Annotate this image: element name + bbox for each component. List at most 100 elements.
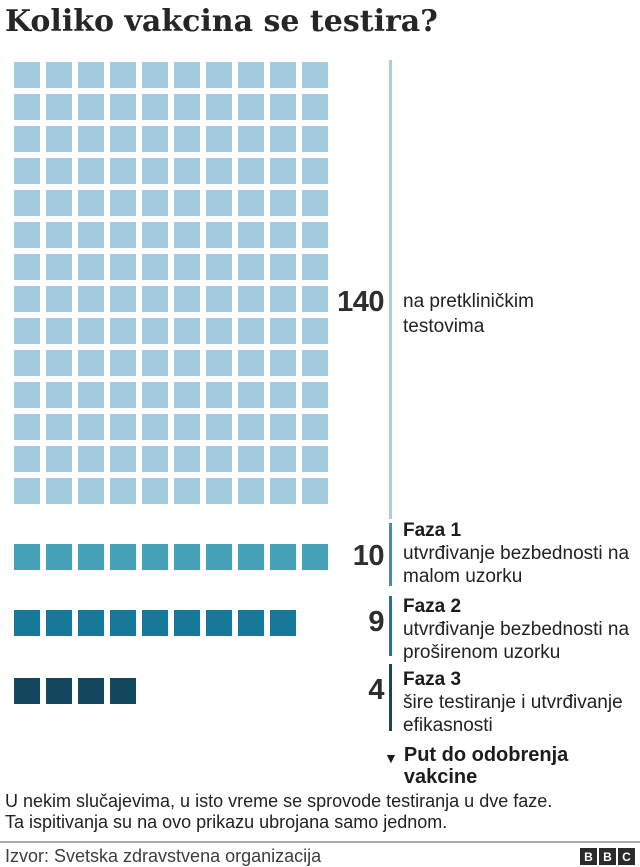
waffle-square: [142, 446, 168, 472]
waffle-square: [14, 678, 40, 704]
waffle-square: [206, 414, 232, 440]
waffle-square: [302, 94, 328, 120]
waffle-square: [78, 414, 104, 440]
approval-path-label: Put do odobrenja vakcine: [403, 744, 569, 788]
waffle-square: [46, 190, 72, 216]
waffle-square: [174, 478, 200, 504]
waffle-square: [270, 254, 296, 280]
waffle-square: [14, 414, 40, 440]
waffle-square: [206, 254, 232, 280]
waffle-square: [14, 126, 40, 152]
waffle-square: [110, 350, 136, 376]
waffle-square: [14, 222, 40, 248]
waffle-square: [46, 318, 72, 344]
waffle-square: [110, 414, 136, 440]
waffle-square: [238, 318, 264, 344]
waffle-square: [78, 382, 104, 408]
waffle-square: [174, 126, 200, 152]
waffle-square: [238, 610, 264, 636]
waffle-square: [110, 382, 136, 408]
waffle-square: [142, 610, 168, 636]
phase-2-name: Faza 2: [403, 596, 462, 617]
count-preclinical: 140: [337, 286, 384, 318]
bracket-line-preclinical: [389, 60, 392, 519]
waffle-square: [206, 478, 232, 504]
waffle-square: [302, 350, 328, 376]
waffle-square: [46, 158, 72, 184]
waffle-square: [238, 126, 264, 152]
waffle-square: [302, 286, 328, 312]
waffle-square: [302, 126, 328, 152]
waffle-square: [174, 446, 200, 472]
waffle-square: [206, 382, 232, 408]
waffle-square: [270, 190, 296, 216]
waffle-square: [238, 62, 264, 88]
waffle-square: [302, 254, 328, 280]
waffle-square: [270, 286, 296, 312]
waffle-square: [110, 158, 136, 184]
waffle-square: [142, 190, 168, 216]
waffle-square: [142, 254, 168, 280]
label-phase-2: Faza 2 utvrđivanje bezbednosti na prošir…: [403, 595, 635, 664]
waffle-square: [142, 318, 168, 344]
waffle-row-phase-3: [14, 678, 328, 704]
waffle-square: [174, 286, 200, 312]
waffle-square: [78, 222, 104, 248]
waffle-square: [110, 478, 136, 504]
waffle-square: [110, 94, 136, 120]
waffle-square: [110, 318, 136, 344]
waffle-square: [46, 62, 72, 88]
waffle-square: [142, 544, 168, 570]
waffle-square: [78, 350, 104, 376]
waffle-square: [14, 158, 40, 184]
waffle-square: [46, 350, 72, 376]
waffle-square: [110, 286, 136, 312]
waffle-square: [142, 350, 168, 376]
waffle-square: [46, 286, 72, 312]
phase-3-name: Faza 3: [403, 669, 462, 690]
waffle-square: [206, 126, 232, 152]
waffle-square: [270, 126, 296, 152]
waffle-square: [270, 62, 296, 88]
waffle-square: [270, 446, 296, 472]
waffle-square: [78, 62, 104, 88]
waffle-square: [238, 222, 264, 248]
waffle-square: [14, 610, 40, 636]
waffle-square: [142, 158, 168, 184]
waffle-square: [302, 62, 328, 88]
waffle-square: [238, 478, 264, 504]
waffle-square: [270, 94, 296, 120]
footer-divider: [0, 841, 640, 843]
waffle-square: [14, 286, 40, 312]
waffle-square: [238, 158, 264, 184]
count-phase-1: 10: [352, 540, 385, 572]
footnote: U nekim slučajevima, u isto vreme se spr…: [5, 791, 552, 833]
waffle-square: [270, 222, 296, 248]
waffle-square: [46, 414, 72, 440]
waffle-square: [110, 62, 136, 88]
waffle-square: [78, 478, 104, 504]
bbc-logo-block-1: B: [580, 848, 597, 865]
waffle-square: [46, 94, 72, 120]
waffle-square: [142, 478, 168, 504]
waffle-square: [206, 446, 232, 472]
waffle-square: [174, 190, 200, 216]
waffle-square: [110, 446, 136, 472]
label-phase-1: Faza 1 utvrđivanje bezbednosti na malom …: [403, 519, 635, 588]
waffle-row-phase-1: [14, 544, 328, 570]
down-triangle-icon: ▼: [384, 750, 398, 766]
waffle-square: [302, 544, 328, 570]
waffle-square: [142, 286, 168, 312]
waffle-square: [302, 382, 328, 408]
waffle-square: [302, 414, 328, 440]
waffle-square: [174, 158, 200, 184]
waffle-square: [14, 254, 40, 280]
waffle-square: [14, 446, 40, 472]
waffle-square: [110, 678, 136, 704]
waffle-square: [238, 544, 264, 570]
waffle-square: [78, 318, 104, 344]
waffle-square: [270, 544, 296, 570]
waffle-square: [110, 126, 136, 152]
waffle-square: [270, 158, 296, 184]
waffle-square: [142, 414, 168, 440]
